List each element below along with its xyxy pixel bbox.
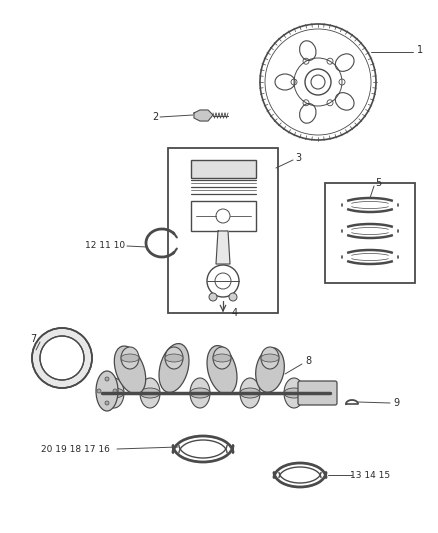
Bar [191,201,255,231]
Text: 5: 5 [375,178,381,188]
Text: 1: 1 [417,45,423,55]
Ellipse shape [207,345,237,394]
Ellipse shape [256,348,284,392]
Ellipse shape [284,378,304,408]
Text: 3: 3 [295,153,301,163]
Circle shape [229,293,237,301]
Ellipse shape [104,378,124,408]
Ellipse shape [165,354,183,362]
Ellipse shape [121,354,139,362]
Ellipse shape [96,371,118,411]
FancyBboxPatch shape [298,381,337,405]
Bar [191,160,255,178]
Ellipse shape [121,347,139,369]
Text: 2: 2 [152,112,158,122]
Text: 4: 4 [232,308,238,318]
Ellipse shape [190,378,210,408]
Ellipse shape [104,388,124,398]
Text: 12 11 10: 12 11 10 [85,241,125,251]
Ellipse shape [165,347,183,369]
Ellipse shape [114,346,146,394]
Ellipse shape [140,378,160,408]
Ellipse shape [140,388,160,398]
Ellipse shape [213,354,231,362]
Text: 8: 8 [305,356,311,366]
Ellipse shape [261,354,279,362]
Ellipse shape [213,347,231,369]
Ellipse shape [159,344,189,392]
Text: 13 14 15: 13 14 15 [350,471,390,480]
Ellipse shape [240,378,260,408]
Circle shape [209,293,217,301]
Circle shape [113,389,117,393]
Bar [168,148,278,313]
Ellipse shape [190,388,210,398]
Bar [325,183,415,283]
Ellipse shape [240,388,260,398]
Text: 20 19 18 17 16: 20 19 18 17 16 [41,445,110,454]
Circle shape [105,377,109,381]
Circle shape [105,401,109,405]
Polygon shape [216,231,230,264]
Circle shape [97,389,101,393]
Text: 9: 9 [393,398,399,408]
Ellipse shape [284,388,304,398]
Ellipse shape [261,347,279,369]
Polygon shape [194,110,213,121]
Text: 7: 7 [30,334,36,344]
